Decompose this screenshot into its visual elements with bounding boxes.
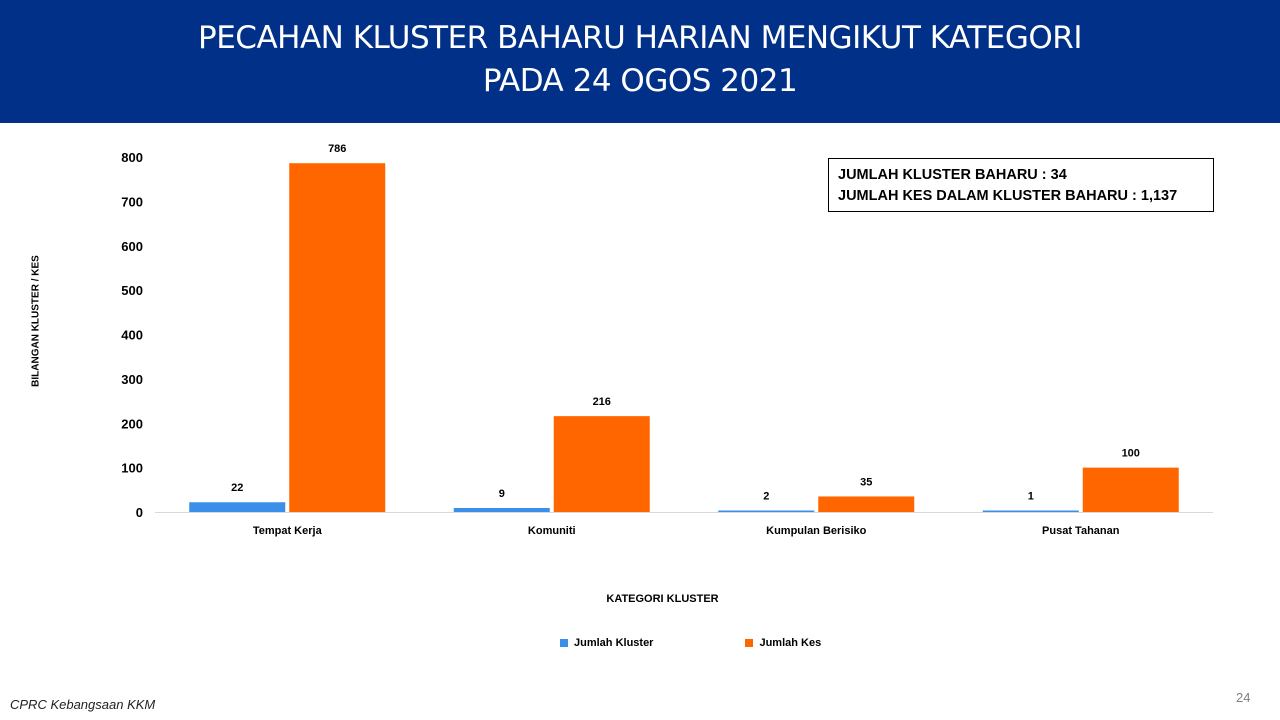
- footer-source: CPRC Kebangsaan KKM: [10, 697, 156, 712]
- page-number: 24: [1236, 690, 1251, 705]
- x-axis-label: KATEGORI KLUSTER: [606, 593, 719, 605]
- bar: [553, 416, 650, 512]
- legend-label-kes: Jumlah Kes: [759, 637, 822, 649]
- y-tick-label: 300: [121, 372, 143, 387]
- x-tick-label: Kumpulan Berisiko: [766, 525, 867, 537]
- data-label: 9: [499, 488, 505, 500]
- bar: [289, 163, 386, 512]
- y-tick-label: 500: [121, 283, 143, 298]
- x-tick-label: Tempat Kerja: [253, 525, 323, 537]
- y-tick-label: 100: [121, 461, 143, 476]
- bar: [982, 510, 1079, 512]
- data-label: 1: [1028, 491, 1034, 503]
- y-axis-label: BILANGAN KLUSTER / KES: [30, 255, 42, 387]
- data-label: 786: [328, 143, 346, 155]
- x-tick-label: Pusat Tahanan: [1042, 525, 1120, 537]
- y-tick-label: 400: [121, 328, 143, 343]
- data-label: 2: [763, 491, 769, 503]
- chart-legend: Jumlah Kluster Jumlah Kes: [560, 637, 913, 649]
- summary-box: JUMLAH KLUSTER BAHARU : 34 JUMLAH KES DA…: [828, 158, 1214, 212]
- y-tick-label: 800: [121, 150, 143, 165]
- x-tick-label: Komuniti: [528, 525, 576, 537]
- data-label: 22: [231, 482, 243, 494]
- y-tick-label: 600: [121, 239, 143, 254]
- legend-swatch-kluster: [560, 639, 568, 647]
- summary-total-cases: JUMLAH KES DALAM KLUSTER BAHARU : 1,137: [838, 188, 1178, 204]
- bar: [718, 510, 815, 512]
- legend-swatch-kes: [745, 639, 754, 647]
- y-tick-label: 700: [121, 194, 143, 209]
- bar: [189, 502, 286, 512]
- bar: [1082, 467, 1179, 512]
- y-tick-label: 0: [136, 505, 143, 520]
- legend-item-kes: Jumlah Kes: [745, 637, 821, 649]
- data-label: 216: [593, 396, 611, 408]
- chart-title-line-1: PECAHAN KLUSTER BAHARU HARIAN MENGIKUT K…: [198, 20, 1082, 56]
- legend-label-kluster: Jumlah Kluster: [574, 637, 654, 649]
- summary-total-clusters: JUMLAH KLUSTER BAHARU : 34: [838, 167, 1067, 183]
- data-label: 100: [1122, 448, 1140, 460]
- y-tick-label: 200: [121, 416, 143, 431]
- bar: [453, 508, 550, 512]
- bar: [818, 496, 915, 512]
- data-label: 35: [860, 476, 872, 488]
- chart-title-line-2: PADA 24 OGOS 2021: [482, 63, 798, 99]
- title-banner: PECAHAN KLUSTER BAHARU HARIAN MENGIKUT K…: [0, 0, 1280, 123]
- legend-item-kluster: Jumlah Kluster: [560, 637, 653, 649]
